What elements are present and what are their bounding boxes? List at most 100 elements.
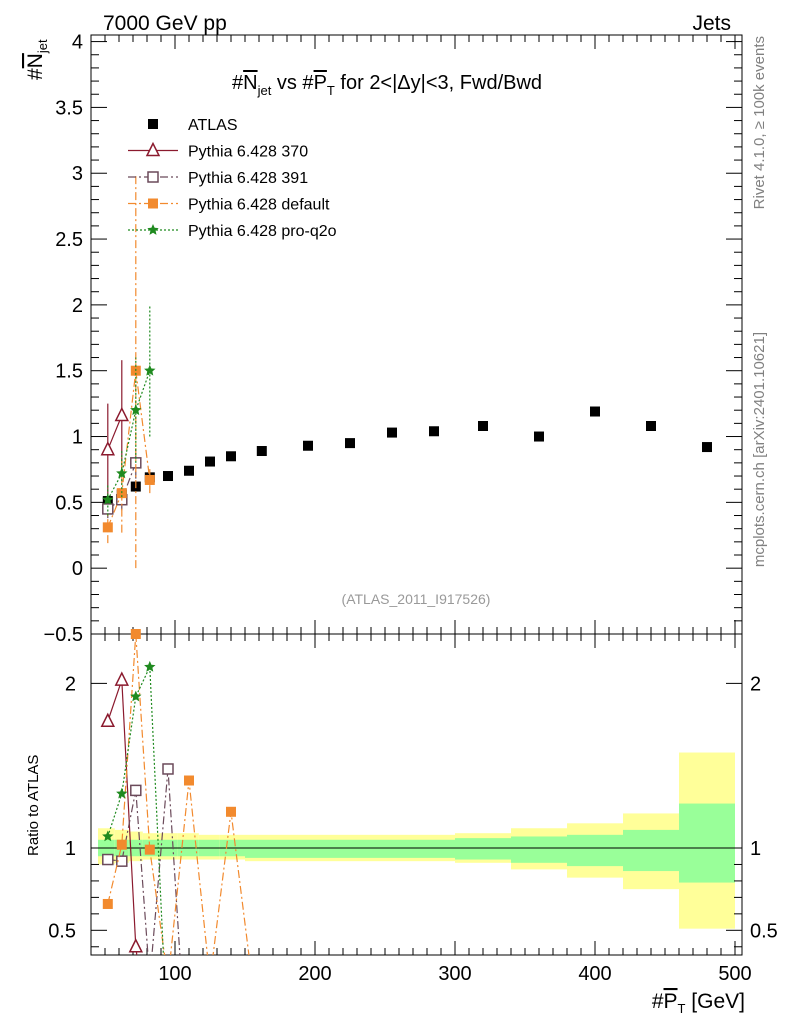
ratio-point (130, 690, 142, 702)
data-point (102, 503, 114, 515)
band-inner (287, 839, 329, 858)
legend-item: Pythia 6.428 391 (128, 170, 308, 187)
data-point (303, 440, 313, 451)
x-tick-label: 300 (438, 963, 471, 985)
legend-label: Pythia 6.428 370 (188, 144, 308, 161)
legend-item: ATLAS (148, 117, 238, 134)
y-tick-label-main: 1.5 (55, 361, 83, 383)
series-line (107, 370, 151, 528)
y-tick-label-main: 2 (72, 295, 83, 317)
legend-marker (148, 198, 158, 209)
ratio-point (226, 806, 236, 817)
legend-marker (148, 119, 158, 129)
y-tick-label-ratio-right: 1 (750, 838, 761, 860)
ratio-point (130, 784, 142, 797)
ratio-series-group (100, 629, 250, 955)
ratio-point (144, 844, 155, 855)
y-tick-label-ratio-right: 2 (750, 673, 761, 695)
y-tick-label-main: 4 (72, 32, 83, 54)
ratio-line (107, 634, 250, 955)
data-point (144, 474, 155, 485)
x-tick-label: 500 (718, 963, 751, 985)
ratio-series-2 (102, 629, 250, 955)
data-point (130, 404, 142, 416)
ratio-point (100, 712, 116, 727)
header-left: 7000 GeV pp (103, 12, 227, 35)
ratio-panel-frame (90, 633, 743, 956)
legend-item: Pythia 6.428 pro-q2o (128, 223, 337, 240)
data-point (102, 493, 114, 505)
x-tick-label: 100 (158, 963, 191, 985)
y-tick-label-ratio-right: 0.5 (750, 920, 778, 942)
data-point (429, 426, 439, 437)
axis-ticks (91, 35, 742, 955)
ratio-point (130, 629, 141, 639)
legend: ATLAS Pythia 6.428 370 Pythia 6.428 391 Pyt… (128, 117, 337, 240)
data-point (116, 488, 127, 499)
data-point (387, 427, 397, 438)
y-tick-label-main: 3 (72, 163, 83, 185)
ratio-series-3 (102, 660, 165, 955)
mcplots-label: mcplots.cern.ch [arXiv:2401.10621] (751, 332, 768, 567)
chart-title: #Njet vs #PT for 2<|Δy|<3, Fwd/Bwd (232, 72, 542, 98)
ratio-point (116, 839, 127, 850)
y-axis-label-main: #Njet (24, 39, 50, 80)
data-point (256, 446, 267, 457)
legend-label: Pythia 6.428 pro-q2o (188, 223, 337, 240)
ratio-point (128, 938, 144, 953)
x-tick-label: 400 (578, 963, 611, 985)
series-1 (100, 360, 130, 496)
y-tick-label-main: 0 (72, 558, 83, 580)
y-tick-label-main: 1 (72, 427, 83, 449)
ratio-point (114, 671, 130, 686)
series-4 (102, 304, 156, 516)
y-tick-label-main: 2.5 (55, 229, 83, 251)
ratio-point (102, 830, 114, 842)
y-tick-label-main: 3.5 (55, 97, 83, 119)
rivet-label: Rivet 4.1.0, ≥ 100k events (751, 36, 768, 209)
band-inner (245, 839, 287, 858)
y-tick-label-main: −0.5 (44, 624, 83, 646)
y-tick-label-ratio: 0.5 (48, 920, 76, 942)
band-inner (567, 834, 623, 867)
data-point (144, 364, 156, 376)
axis-tick-labels: 100 200 300 400 500 −0.5 0 0.5 1 1.5 2 2.5 3 3.5 4 0.5 0… (44, 32, 778, 985)
data-point (100, 441, 116, 456)
legend-item: Pythia 6.428 default (128, 197, 330, 214)
data-point (184, 465, 194, 476)
band-inner (623, 829, 679, 872)
y-tick-label-ratio: 1 (65, 838, 76, 860)
y-tick-label-main: 0.5 (55, 492, 83, 514)
legend-marker (145, 141, 161, 157)
data-point (163, 471, 173, 482)
data-point (102, 522, 113, 533)
legend-label: ATLAS (188, 117, 238, 134)
x-axis-label: #PT [GeV] (652, 990, 745, 1016)
ratio-point (162, 763, 174, 775)
band-inner (371, 839, 413, 858)
analysis-id: (ATLAS_2011_I917526) (342, 591, 491, 607)
data-point (205, 456, 215, 467)
ratio-point (144, 660, 156, 672)
band-inner (413, 839, 455, 858)
data-point (226, 451, 236, 462)
data-point (345, 438, 355, 449)
ratio-series-1 (102, 763, 181, 955)
header-right: Jets (692, 12, 731, 35)
ratio-point (116, 855, 128, 867)
data-point (114, 406, 130, 422)
x-tick-label: 200 (298, 963, 331, 985)
band-inner (511, 836, 567, 863)
ratio-point (102, 853, 114, 866)
y-axis-label-ratio: Ratio to ATLAS (25, 755, 42, 856)
data-point (646, 420, 656, 431)
data-point (534, 431, 544, 442)
ratio-series-0 (100, 671, 144, 955)
data-point (702, 442, 712, 453)
legend-item: Pythia 6.428 370 (128, 141, 308, 161)
band-inner (329, 839, 371, 858)
legend-marker (147, 171, 159, 183)
series-0 (102, 406, 712, 507)
data-point (116, 467, 128, 479)
ratio-line (107, 679, 138, 955)
